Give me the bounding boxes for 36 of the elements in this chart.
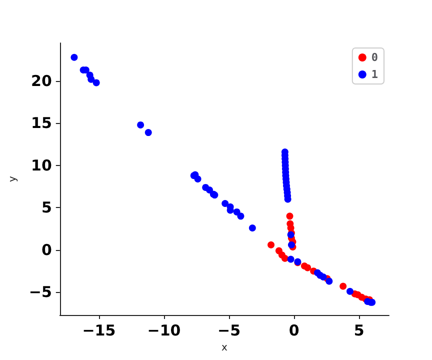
point [248, 224, 256, 232]
point [92, 79, 100, 86]
point [194, 176, 202, 182]
y-tick-label: 20 [31, 72, 52, 90]
y-tick-label: 10 [31, 156, 52, 174]
y-tick-label: 5 [41, 198, 52, 217]
point [326, 278, 333, 285]
point [137, 121, 144, 128]
x-axis-title: x [221, 342, 228, 354]
y-tick-label: 15 [31, 114, 52, 132]
point [281, 254, 288, 262]
point [346, 288, 354, 295]
point [70, 54, 78, 61]
point [237, 212, 244, 220]
point [288, 241, 295, 248]
legend-label: 1 [371, 68, 378, 81]
legend-label: 0 [371, 51, 378, 64]
point [340, 282, 347, 290]
point [222, 200, 229, 207]
point [304, 264, 312, 272]
point [233, 208, 240, 216]
y-tick-label: 0 [41, 240, 52, 259]
x-tick-label: 0 [288, 322, 300, 340]
point [268, 241, 275, 248]
point [286, 212, 294, 220]
point [287, 256, 294, 263]
x-tick-label: −5 [218, 322, 241, 340]
point [88, 76, 95, 83]
point [320, 273, 327, 280]
y-axis-title: y [8, 176, 18, 182]
x-tick-label: −10 [147, 322, 181, 340]
point [144, 129, 152, 136]
x-tick-label: 5 [354, 322, 364, 340]
x-tick-label: −15 [82, 322, 116, 340]
y-tick-label: −5 [28, 283, 52, 302]
point [206, 186, 213, 194]
